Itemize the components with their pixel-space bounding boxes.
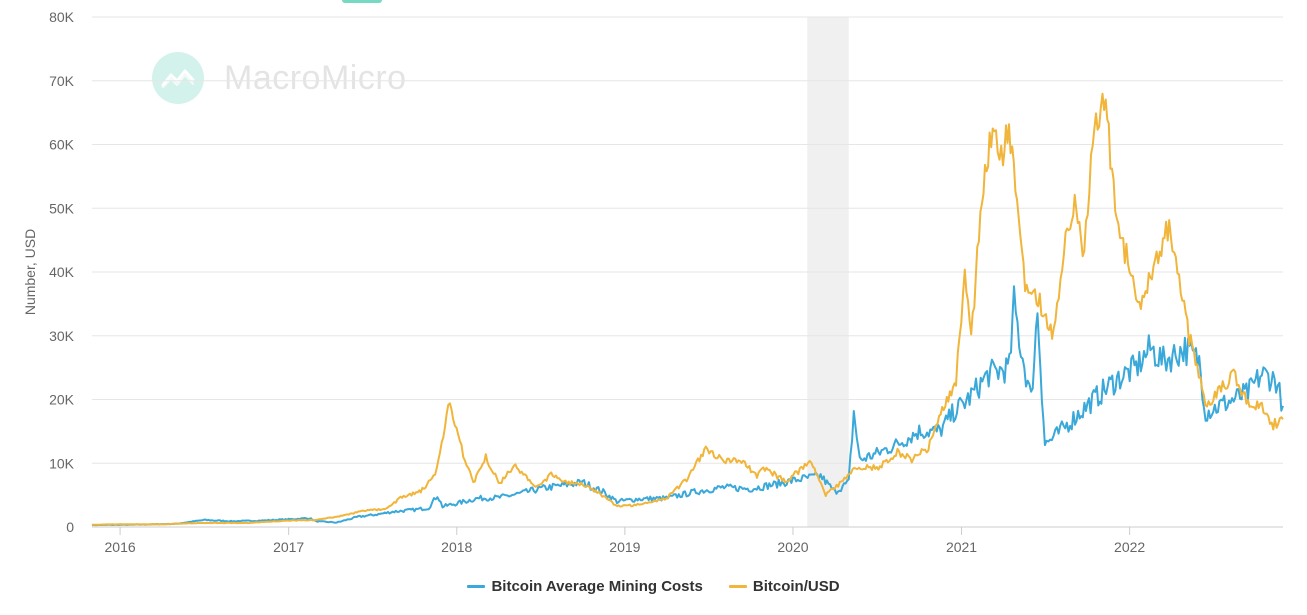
x-tick-label: 2018 bbox=[441, 539, 472, 555]
axes: 0 10K 20K 30K 40K 50K 60K 70K 80K 2016 2017 2018 201… bbox=[49, 9, 1145, 555]
macromicro-logo-icon bbox=[152, 52, 204, 104]
x-tick-label: 2021 bbox=[946, 539, 977, 555]
x-tick-label: 2016 bbox=[105, 539, 136, 555]
x-tick-label: 2022 bbox=[1114, 539, 1145, 555]
x-tick-label: 2020 bbox=[777, 539, 808, 555]
x-tick-label: 2019 bbox=[609, 539, 640, 555]
legend-item-0[interactable]: Bitcoin Average Mining Costs bbox=[467, 578, 703, 595]
legend-item-1[interactable]: Bitcoin/USD bbox=[728, 578, 840, 595]
watermark-brand: MacroMicro bbox=[224, 58, 407, 97]
y-tick-label: 80K bbox=[49, 9, 75, 25]
watermark: MacroMicro bbox=[152, 52, 407, 104]
y-tick-label: 0 bbox=[66, 519, 74, 535]
y-tick-label: 30K bbox=[49, 328, 75, 344]
legend-swatch bbox=[467, 585, 486, 588]
series-line-1 bbox=[91, 92, 1284, 526]
legend-label: Bitcoin Average Mining Costs bbox=[491, 578, 703, 595]
y-axis-title: Number, USD bbox=[22, 229, 38, 315]
y-tick-label: 50K bbox=[49, 200, 75, 216]
line-chart: 0 10K 20K 30K 40K 50K 60K 70K 80K 2016 2017 2018 201… bbox=[22, 9, 1284, 555]
series-layer bbox=[91, 92, 1284, 527]
y-tick-label: 60K bbox=[49, 137, 75, 153]
y-tick-label: 10K bbox=[49, 455, 75, 471]
legend: Bitcoin Average Mining Costs Bitcoin/USD bbox=[0, 578, 1307, 595]
series-line-0 bbox=[91, 285, 1284, 527]
legend-label: Bitcoin/USD bbox=[752, 578, 840, 595]
y-tick-label: 70K bbox=[49, 73, 75, 89]
y-tick-label: 40K bbox=[49, 264, 75, 280]
gridlines bbox=[92, 16, 1283, 528]
top-tab-indicator bbox=[342, 0, 382, 3]
legend-swatch bbox=[728, 585, 747, 588]
y-tick-label: 20K bbox=[49, 392, 75, 408]
x-tick-label: 2017 bbox=[273, 539, 304, 555]
